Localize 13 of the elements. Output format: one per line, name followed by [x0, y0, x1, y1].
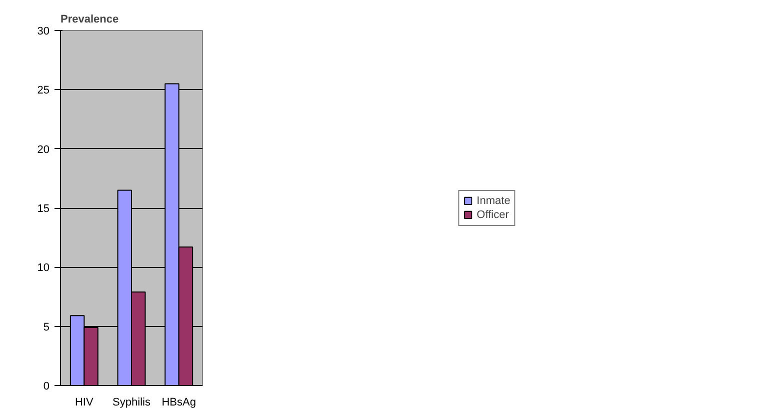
- y-tick-label: 20: [37, 144, 50, 156]
- x-tick-label: Syphilis: [112, 396, 151, 408]
- y-tick-label: 10: [37, 262, 50, 274]
- x-tick-label: HBsAg: [162, 396, 196, 408]
- y-tick-label: 30: [37, 26, 50, 38]
- y-axis-title: Prevalence: [60, 14, 119, 26]
- y-tick-label: 25: [37, 84, 50, 97]
- x-tick-label: HIV: [75, 396, 94, 408]
- y-tick-label: 0: [43, 380, 50, 392]
- legend-label: Officer: [476, 208, 509, 220]
- y-tick-label: 15: [37, 203, 50, 215]
- legend-label: Inmate: [476, 194, 510, 206]
- y-tick-label: 5: [43, 321, 50, 334]
